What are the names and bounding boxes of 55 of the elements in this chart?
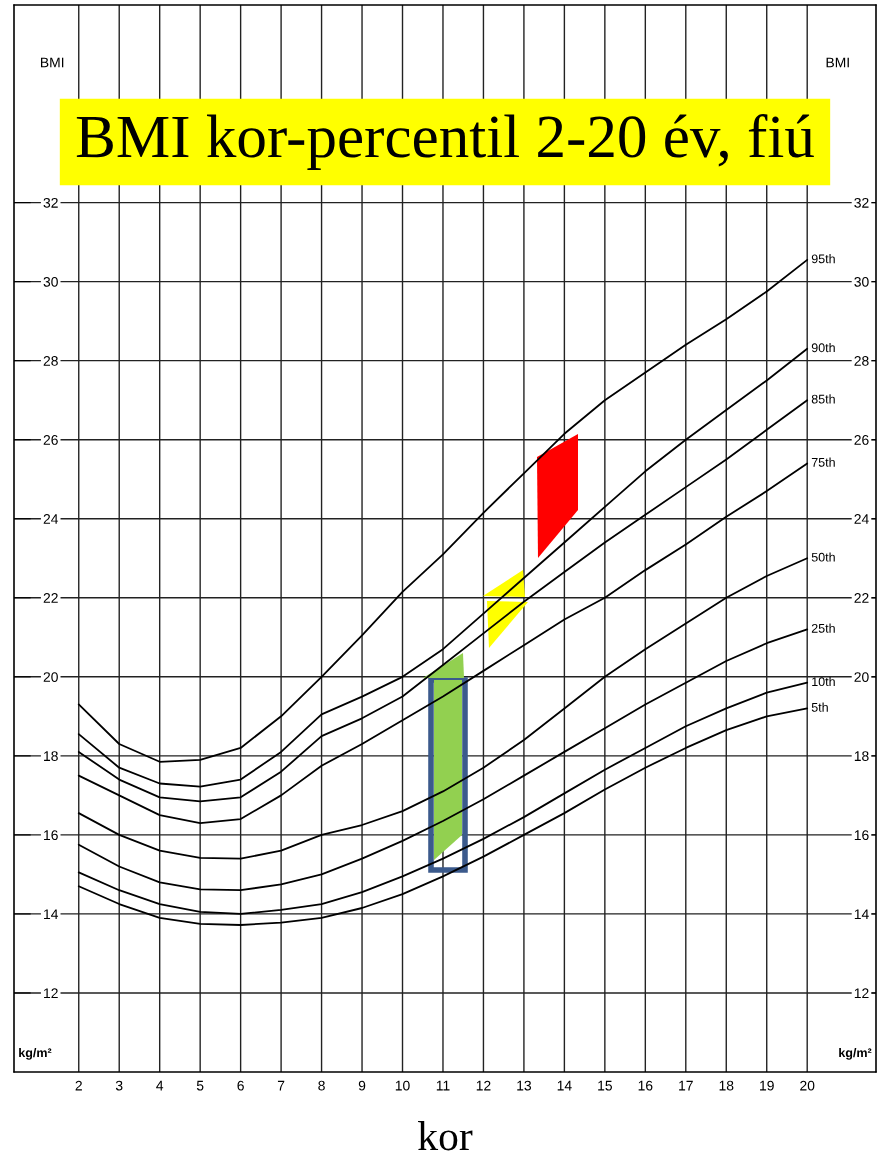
y-tick-label: 32	[43, 197, 58, 208]
y-tick-label: 18	[44, 751, 58, 762]
x-tick-label: 7	[277, 1080, 285, 1091]
y-tick-label: 20	[43, 672, 58, 682]
y2-tick-label: 24	[854, 514, 869, 524]
x-tick-label: 3	[115, 1080, 123, 1091]
x-axis-title: kor	[418, 1121, 473, 1151]
y2-axis-title: BMI	[826, 57, 849, 68]
x-tick-label: 12	[476, 1080, 491, 1091]
annotation: kg/m²	[19, 1048, 52, 1060]
x-tick-label: 20	[800, 1080, 815, 1091]
y2-tick-label: 28	[854, 356, 869, 366]
x-tick-label: 2	[75, 1080, 82, 1091]
x-tick-label: 5	[196, 1080, 204, 1091]
annotation: kg/m²	[839, 1048, 872, 1060]
x-tick-label: 8	[318, 1080, 325, 1091]
y2-tick-label: 14	[854, 909, 869, 919]
series-label: 85th	[811, 394, 835, 404]
y2-tick-label: 22	[854, 593, 869, 603]
x-tick-label: 9	[358, 1080, 366, 1091]
y-tick-label: 14	[44, 909, 59, 919]
y2-tick-label: 32	[854, 197, 869, 208]
y2-tick-label: 20	[854, 672, 869, 682]
legend-label: 10th	[812, 676, 835, 687]
x-tick-label: 10	[395, 1080, 410, 1091]
x-tick-label: 6	[237, 1080, 244, 1091]
y2-tick-label: 26	[854, 435, 869, 445]
text: BMI kor-percentil 2-20 év, fiú	[76, 113, 814, 171]
series-label: 95th	[811, 254, 835, 264]
y2-tick-label: 18	[854, 751, 869, 762]
y-tick-label: 22	[43, 593, 58, 603]
x-tick-label: 13	[517, 1080, 532, 1091]
x-tick-label: 16	[638, 1080, 653, 1091]
x-tick-label: 11	[436, 1080, 450, 1091]
y-tick-label: 24	[43, 514, 59, 524]
x-tick-label: 15	[598, 1080, 612, 1091]
x-tick-label: 19	[760, 1080, 774, 1091]
y-tick-label: 28	[43, 356, 58, 366]
series-label: 50th	[811, 552, 835, 562]
x-tick-label: 17	[679, 1080, 693, 1091]
series-label: 5th	[811, 702, 828, 712]
series-label: 75th	[811, 457, 835, 467]
series-label: 90th	[811, 342, 835, 353]
y-axis-title: BMI	[41, 57, 64, 68]
y2-tick-label: 16	[854, 830, 869, 841]
series-label: 25th	[811, 623, 835, 633]
y-tick-label: 26	[43, 435, 58, 445]
y2-tick-label: 30	[854, 276, 869, 287]
x-tick-label: 18	[719, 1080, 734, 1091]
x-tick-label: 4	[156, 1080, 164, 1091]
y-tick-label: 12	[44, 988, 58, 998]
y-tick-label: 30	[43, 276, 58, 287]
y-tick-label: 16	[44, 830, 58, 841]
x-tick-label: 14	[557, 1080, 572, 1091]
y2-tick-label: 12	[854, 988, 869, 998]
